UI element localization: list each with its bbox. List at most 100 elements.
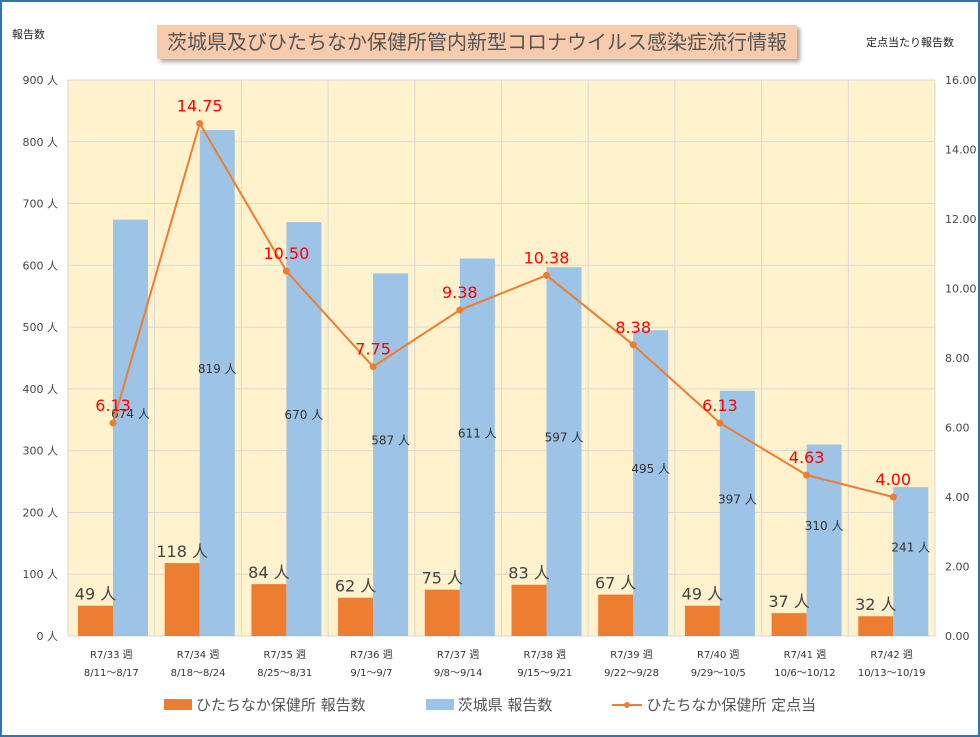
right-tick-label: 4.00 bbox=[945, 491, 970, 504]
x-tick-label-week: R7/34 週 bbox=[177, 649, 220, 661]
bar-ibaraki bbox=[286, 222, 322, 637]
bar-label-hitachinaka: 49 人 bbox=[75, 585, 116, 604]
bar-ibaraki bbox=[893, 487, 929, 636]
left-tick-label: 200 人 bbox=[23, 506, 59, 519]
bar-hitachinaka bbox=[424, 589, 460, 636]
bar-label-hitachinaka: 32 人 bbox=[855, 595, 896, 614]
bar-label-hitachinaka: 62 人 bbox=[335, 577, 376, 596]
line-point bbox=[109, 419, 117, 427]
bar-label-ibaraki: 310 人 bbox=[805, 519, 844, 533]
left-axis-title: 報告数 bbox=[12, 28, 45, 41]
x-tick-label-dates: 10/13～10/19 bbox=[858, 668, 926, 679]
bar-label-ibaraki: 670 人 bbox=[285, 408, 324, 422]
x-tick-label-week: R7/36 週 bbox=[350, 649, 393, 661]
bar-hitachinaka bbox=[684, 605, 720, 636]
bar-ibaraki bbox=[806, 444, 842, 636]
line-label: 10.38 bbox=[524, 248, 570, 267]
line-label: 4.63 bbox=[789, 448, 825, 467]
right-tick-label: 0.00 bbox=[945, 630, 970, 643]
bar-hitachinaka bbox=[251, 584, 287, 636]
x-tick-label-dates: 10/6～10/12 bbox=[774, 668, 835, 679]
bar-label-hitachinaka: 67 人 bbox=[595, 574, 636, 593]
x-tick-label-week: R7/39 週 bbox=[610, 649, 653, 661]
line-point bbox=[889, 493, 897, 501]
bar-ibaraki bbox=[459, 258, 495, 636]
x-tick-label-dates: 8/11～8/17 bbox=[84, 668, 139, 679]
left-tick-label: 500 人 bbox=[23, 321, 59, 334]
bar-label-ibaraki: 597 人 bbox=[545, 431, 584, 445]
x-tick-label-week: R7/38 週 bbox=[524, 649, 567, 661]
bar-label-ibaraki: 587 人 bbox=[371, 434, 410, 448]
legend-label: ひたちなか保健所 報告数 bbox=[195, 696, 366, 714]
x-tick-label-week: R7/42 週 bbox=[870, 649, 913, 661]
legend-label: ひたちなか保健所 定点当 bbox=[646, 696, 817, 714]
line-label: 14.75 bbox=[177, 96, 223, 115]
line-label: 8.38 bbox=[615, 318, 651, 337]
x-tick-label-dates: 8/25～8/31 bbox=[257, 668, 312, 679]
x-tick-label-week: R7/37 週 bbox=[437, 649, 480, 661]
left-tick-label: 300 人 bbox=[23, 445, 59, 458]
line-point bbox=[369, 363, 377, 371]
right-tick-label: 8.00 bbox=[945, 352, 970, 365]
legend: ひたちなか保健所 報告数 茨城県 報告数 ひたちなか保健所 定点当 bbox=[0, 694, 980, 715]
bar-hitachinaka bbox=[164, 563, 200, 636]
legend-label: 茨城県 報告数 bbox=[457, 696, 553, 714]
left-tick-label: 100 人 bbox=[23, 568, 59, 581]
bar-label-ibaraki: 397 人 bbox=[718, 492, 757, 506]
line-point bbox=[282, 267, 290, 275]
bar-hitachinaka bbox=[78, 605, 113, 636]
line-per-sentinel bbox=[112, 120, 894, 498]
bar-hitachinaka bbox=[771, 613, 807, 636]
bar-label-ibaraki: 241 人 bbox=[891, 541, 930, 555]
legend-item-hitachinaka-count[interactable]: ひたちなか保健所 報告数 bbox=[163, 694, 366, 715]
bar-hitachinaka bbox=[598, 594, 634, 636]
right-tick-label: 10.00 bbox=[945, 283, 977, 296]
line-label: 7.75 bbox=[355, 340, 391, 359]
legend-item-ibaraki-count[interactable]: 茨城県 報告数 bbox=[425, 694, 553, 715]
line-label: 4.00 bbox=[875, 470, 911, 489]
x-tick-label-dates: 9/22～9/28 bbox=[604, 668, 659, 679]
left-tick-label: 900 人 bbox=[23, 74, 59, 87]
line-point bbox=[803, 471, 811, 479]
bar-label-ibaraki: 819 人 bbox=[198, 362, 237, 376]
x-tick-label-dates: 8/18～8/24 bbox=[171, 668, 226, 679]
right-tick-label: 16.00 bbox=[945, 74, 977, 87]
chart-title: 茨城県及びひたちなか保健所管内新型コロナウイルス感染症流行情報 bbox=[157, 25, 797, 59]
bar-label-ibaraki: 611 人 bbox=[458, 426, 497, 440]
line-point bbox=[196, 119, 204, 127]
left-tick-label: 0 人 bbox=[37, 630, 59, 643]
bar-ibaraki bbox=[633, 330, 669, 636]
x-tick-label-week: R7/35 週 bbox=[263, 649, 306, 661]
line-point bbox=[456, 306, 464, 314]
bar-hitachinaka bbox=[511, 584, 547, 636]
legend-swatch bbox=[163, 699, 192, 710]
left-tick-label: 800 人 bbox=[23, 136, 59, 149]
x-tick-label-dates: 9/1～9/7 bbox=[350, 668, 392, 679]
right-tick-label: 14.00 bbox=[945, 144, 977, 157]
bar-label-hitachinaka: 49 人 bbox=[682, 585, 723, 604]
line-point bbox=[629, 341, 637, 349]
x-tick-label-week: R7/41 週 bbox=[784, 649, 827, 661]
legend-item-hitachinaka-per-sentinel[interactable]: ひたちなか保健所 定点当 bbox=[612, 694, 816, 715]
bar-label-hitachinaka: 84 人 bbox=[248, 563, 289, 582]
left-tick-label: 700 人 bbox=[23, 198, 59, 211]
left-tick-label: 400 人 bbox=[23, 383, 59, 396]
bar-label-hitachinaka: 83 人 bbox=[508, 564, 549, 583]
line-label: 9.38 bbox=[442, 283, 478, 302]
bar-label-ibaraki: 674 人 bbox=[111, 407, 150, 421]
legend-swatch bbox=[425, 699, 454, 710]
bar-hitachinaka bbox=[338, 597, 374, 636]
x-tick-label-dates: 9/29～10/5 bbox=[691, 668, 746, 679]
legend-line-swatch bbox=[612, 701, 643, 708]
right-axis-title: 定点当たり報告数 bbox=[866, 36, 954, 49]
bar-hitachinaka bbox=[858, 616, 894, 636]
line-point bbox=[543, 271, 550, 279]
bar-label-hitachinaka: 75 人 bbox=[422, 569, 463, 588]
bar-label-hitachinaka: 118 人 bbox=[156, 542, 208, 561]
line-label: 6.13 bbox=[702, 396, 738, 415]
right-tick-label: 2.00 bbox=[945, 561, 970, 574]
right-tick-label: 12.00 bbox=[945, 213, 977, 226]
line-label: 6.13 bbox=[95, 396, 131, 415]
